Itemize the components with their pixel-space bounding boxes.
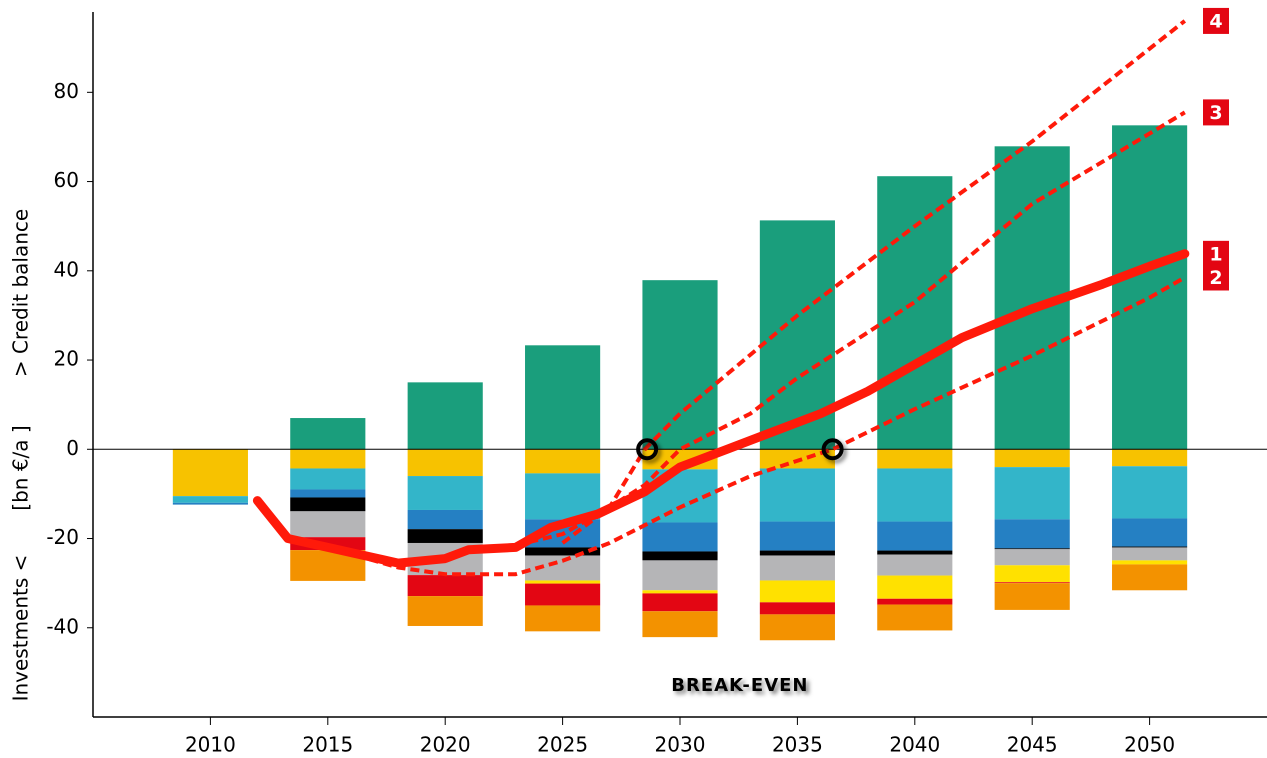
x-tick-label: 2010 — [185, 733, 236, 757]
x-tick-label: 2015 — [302, 733, 353, 757]
bar-segment — [877, 550, 953, 555]
scenario-label: 4 — [1209, 10, 1222, 32]
bar-segment — [994, 549, 1070, 566]
bar-segment — [994, 565, 1070, 583]
y-tick-label: 40 — [54, 257, 79, 281]
y-tick-label: -20 — [46, 525, 79, 549]
bar-segment — [290, 489, 366, 498]
x-tick-label: 2020 — [420, 733, 471, 757]
bar-segment — [642, 551, 718, 561]
x-tick-label: 2035 — [772, 733, 823, 757]
bar-segment — [1112, 560, 1188, 565]
bar-segment — [759, 468, 835, 522]
x-tick-label: 2050 — [1124, 733, 1175, 757]
bar-segment — [407, 529, 483, 543]
bar-segment — [877, 449, 953, 469]
bar-segment — [1112, 547, 1188, 561]
scenario-label-box — [1203, 7, 1229, 34]
scenario-label-box — [1203, 99, 1229, 126]
bar-segment — [642, 611, 718, 638]
bar-segment — [1112, 546, 1188, 548]
bar-segment — [877, 554, 953, 576]
bar-segment — [994, 519, 1070, 549]
bar-segment — [642, 593, 718, 612]
bar-segment — [525, 583, 601, 606]
bar-segment — [877, 176, 953, 450]
y-tick-label: -40 — [46, 614, 79, 638]
bar-segment — [759, 580, 835, 603]
bar-segment — [994, 449, 1070, 468]
bar-segment — [290, 449, 366, 469]
bar-segment — [759, 521, 835, 551]
bar-segment — [407, 382, 483, 450]
break-even-point — [821, 438, 844, 461]
x-tick-label: 2025 — [537, 733, 588, 757]
bar-segment — [407, 596, 483, 626]
bar-segment — [994, 582, 1070, 584]
x-tick-label: 2030 — [655, 733, 706, 757]
scenario-label: 1 — [1209, 243, 1222, 265]
bar-segment — [525, 345, 601, 450]
y-axis-label-top: > Credit balance — [9, 209, 33, 377]
x-tick-label: 2040 — [889, 733, 940, 757]
scenario-line — [561, 19, 1187, 545]
bar-segment — [525, 473, 601, 520]
bar-segment — [877, 604, 953, 631]
bar-segment — [877, 598, 953, 605]
bar-segment — [407, 509, 483, 530]
bar-segment — [525, 547, 601, 556]
bar-segment — [759, 602, 835, 615]
bar-segment — [172, 496, 248, 503]
y-tick-label: 20 — [54, 347, 79, 371]
bar-segment — [290, 418, 366, 450]
bar-segment — [290, 468, 366, 490]
scenario-label: 2 — [1209, 267, 1222, 289]
scenario-label: 3 — [1209, 102, 1222, 124]
scenario-label-box — [1203, 240, 1229, 267]
scenario-line — [252, 249, 1190, 568]
bar-segment — [525, 449, 601, 474]
bar-segment — [642, 522, 718, 552]
bar-segment — [759, 555, 835, 581]
bar-segment — [994, 548, 1070, 550]
y-tick-label: 60 — [54, 168, 79, 192]
y-tick-label: 80 — [54, 79, 79, 103]
scenario-line — [515, 110, 1186, 548]
bar-segment — [994, 467, 1070, 520]
bar-segment — [1112, 125, 1188, 450]
bar-segment — [407, 449, 483, 477]
bar-segment — [642, 560, 718, 591]
break-even-label: BREAK-EVEN — [671, 675, 808, 696]
scenario-line — [287, 275, 1186, 577]
bar-segment — [759, 550, 835, 556]
bar-segment — [642, 590, 718, 594]
bar-segment — [877, 468, 953, 522]
bar-segment — [525, 605, 601, 632]
bar-segment — [290, 511, 366, 538]
bar-segment — [642, 280, 718, 450]
y-axis-label: Investments < — [9, 555, 33, 702]
scenario-label-box — [1203, 264, 1229, 291]
bar-segment — [877, 521, 953, 551]
bar-segment — [1112, 564, 1188, 591]
bar-segment — [1112, 518, 1188, 547]
bar-segment — [1112, 466, 1188, 519]
bar-segment — [1112, 449, 1188, 467]
bar-segment — [172, 502, 248, 505]
break-even-point — [636, 438, 659, 461]
x-tick-label: 2045 — [1007, 733, 1058, 757]
bar-segment — [407, 575, 483, 597]
bar-segment — [994, 583, 1070, 610]
bar-segment — [877, 575, 953, 599]
y-axis-unit: [bn €/a ] — [9, 425, 33, 510]
bar-segment — [407, 476, 483, 510]
y-tick-label: 0 — [66, 436, 79, 460]
bar-segment — [759, 614, 835, 641]
bar-segment — [290, 497, 366, 512]
bar-segment — [525, 580, 601, 584]
bar-segment — [172, 449, 248, 497]
